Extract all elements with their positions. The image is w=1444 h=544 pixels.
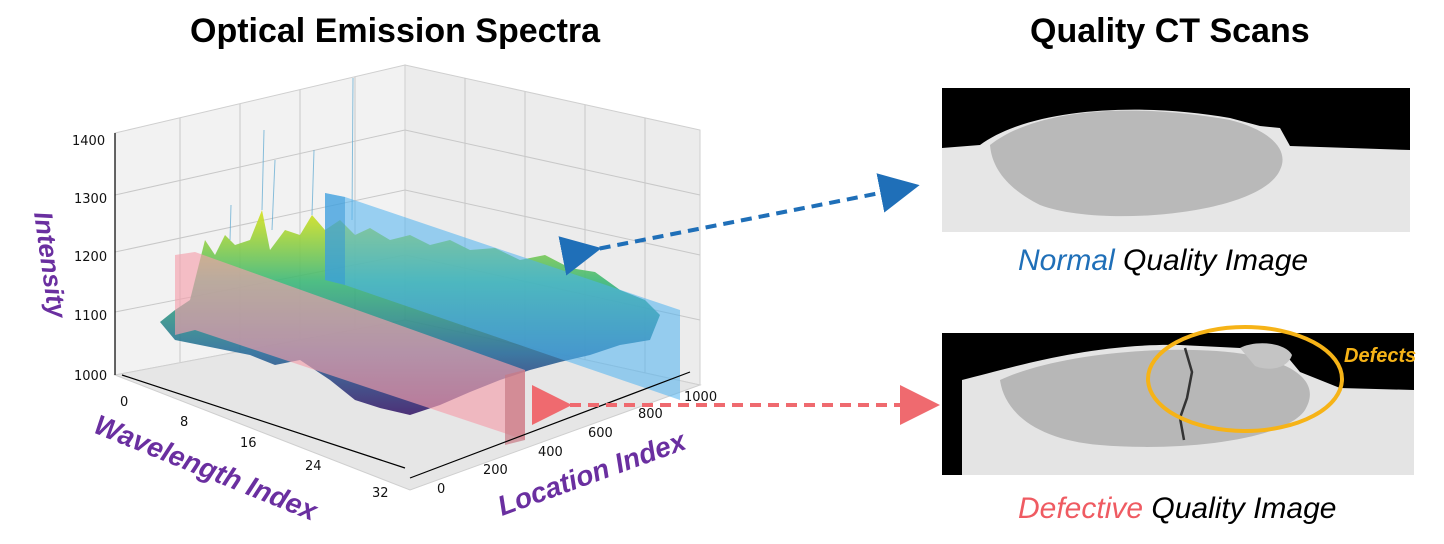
normal-keyword: Normal [1018,244,1115,277]
y-tick-800: 800 [638,407,663,422]
z-tick-1300: 1300 [74,192,107,207]
x-axis-line [121,374,406,469]
y-tick-200: 200 [483,463,508,478]
surface-spikes [229,77,354,241]
z-axis-title: Intensity [28,210,73,322]
y-tick-1000: 1000 [684,390,717,405]
normal-caption-rest: Quality Image [1114,244,1309,277]
x-tick-8: 8 [180,415,188,430]
x-tick-24: 24 [305,459,322,474]
y-tick-400: 400 [538,445,563,460]
spectra-title: Optical Emission Spectra [190,12,601,50]
defective-caption-rest: Quality Image [1143,492,1337,525]
ct-scans-title: Quality CT Scans [1030,12,1310,50]
x-ticks: 0 8 16 24 32 [120,395,389,501]
z-ticks: 1000 1100 1200 1300 1400 [72,134,107,384]
x-tick-32: 32 [372,486,389,501]
plot-3d: 1000 1100 1200 1300 1400 0 8 16 24 32 0 … [28,64,717,527]
defects-ring [1146,325,1344,433]
defective-caption: Defective Quality Image [1018,492,1336,526]
defective-region-highlight [175,252,525,440]
z-tick-1000: 1000 [74,369,107,384]
z-tick-1200: 1200 [74,250,107,265]
x-tick-0: 0 [120,395,128,410]
defects-label: Defects [1344,345,1416,367]
normal-ct-scan [942,88,1410,232]
y-tick-600: 600 [588,426,613,441]
z-tick-1400: 1400 [72,134,105,149]
z-tick-1100: 1100 [74,309,107,324]
y-tick-0: 0 [437,482,445,497]
normal-arrow [558,173,920,276]
normal-caption: Normal Quality Image [1018,244,1308,278]
defective-ct-scan [942,333,1414,475]
defective-keyword: Defective [1018,492,1144,525]
normal-region-highlight [325,193,680,400]
x-tick-16: 16 [240,436,257,451]
